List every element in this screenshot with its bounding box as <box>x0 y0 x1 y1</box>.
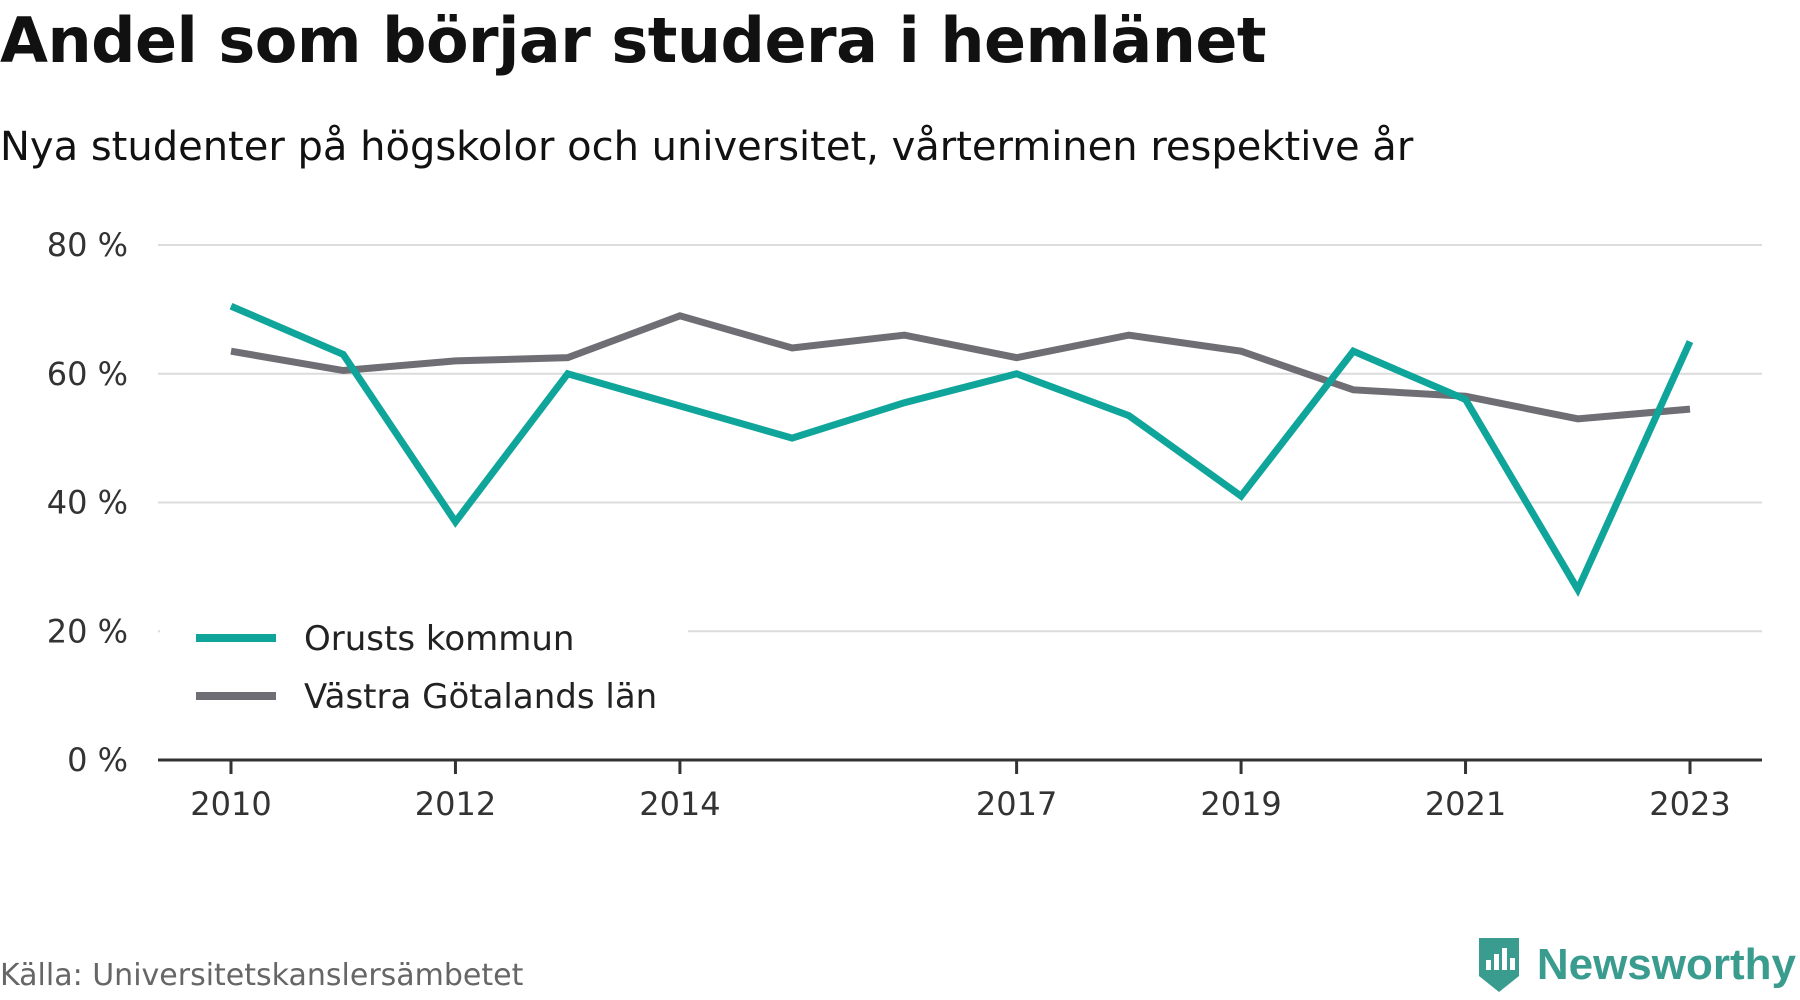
legend-label: Orusts kommun <box>304 619 574 659</box>
y-axis-ticks: 0 % 20 % 40 % 60 % 80 % <box>47 226 128 779</box>
y-tick-label: 0 % <box>67 741 128 779</box>
legend-background <box>160 612 688 732</box>
y-tick-label: 40 % <box>47 484 128 522</box>
newsworthy-logo-icon <box>1478 938 1519 992</box>
y-tick-label: 60 % <box>47 355 128 393</box>
x-tick-label: 2014 <box>639 785 720 823</box>
line-chart: 0 % 20 % 40 % 60 % 80 % 2010 2012 2014 2017 2019… <box>47 226 1762 823</box>
y-tick-label: 80 % <box>47 226 128 264</box>
legend: Orusts kommun Västra Götalands län <box>160 612 688 732</box>
chart-title: Andel som börjar studera i hemlänet <box>0 4 1267 77</box>
x-tick-label: 2021 <box>1425 785 1506 823</box>
y-tick-label: 20 % <box>47 612 128 650</box>
x-tick-label: 2019 <box>1200 785 1281 823</box>
source-note: Källa: Universitetskanslersämbetet <box>0 958 524 993</box>
brand-name: Newsworthy <box>1536 940 1796 989</box>
x-axis: 2010 2012 2014 2017 2019 2021 2023 <box>158 758 1762 823</box>
series-line <box>229 302 1694 597</box>
x-tick-label: 2012 <box>415 785 496 823</box>
series-lines <box>229 302 1694 597</box>
x-tick-label: 2023 <box>1649 785 1730 823</box>
x-tick-label: 2010 <box>190 785 271 823</box>
brand: Newsworthy <box>1475 936 1796 994</box>
legend-label: Västra Götalands län <box>304 677 657 717</box>
x-tick-label: 2017 <box>976 785 1057 823</box>
chart-subtitle: Nya studenter på högskolor och universit… <box>0 124 1414 170</box>
